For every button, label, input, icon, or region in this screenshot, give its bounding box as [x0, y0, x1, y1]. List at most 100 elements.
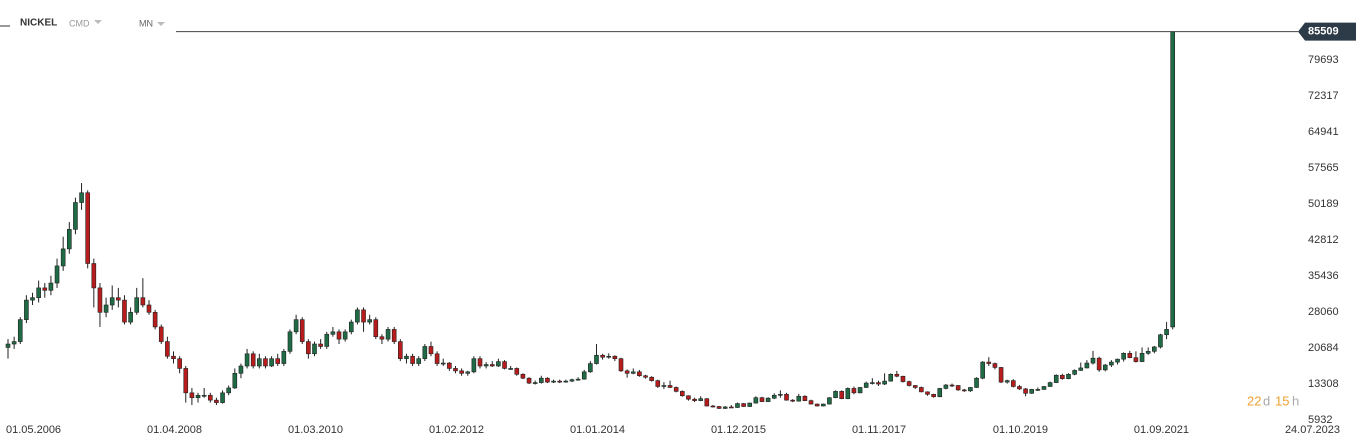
- candle-body: [600, 354, 605, 358]
- candle-body: [618, 358, 624, 372]
- market-dropdown[interactable]: [94, 20, 102, 24]
- candle-body: [42, 287, 48, 291]
- candle-body: [863, 382, 869, 388]
- countdown: 22 d 15 h: [1247, 393, 1299, 408]
- candle-body: [980, 361, 985, 379]
- countdown-days-unit: d: [1263, 393, 1270, 408]
- candle-body: [655, 380, 661, 387]
- interval[interactable]: MN: [139, 18, 153, 28]
- candle-body: [594, 354, 599, 364]
- candle-body: [465, 371, 471, 374]
- candle-body: [140, 297, 146, 306]
- candle-body: [1127, 353, 1133, 358]
- candle-body: [1011, 380, 1016, 387]
- candle-body: [165, 341, 170, 357]
- candle-body: [293, 319, 299, 333]
- candle-body: [336, 331, 342, 340]
- candle-body: [937, 388, 943, 398]
- candle-body: [122, 299, 127, 323]
- candle-body: [214, 399, 219, 403]
- candle-body: [784, 393, 789, 401]
- candle-body: [526, 377, 532, 384]
- x-tick-label: 01.05.2006: [6, 424, 61, 436]
- candle-body: [97, 287, 103, 313]
- candle-body: [109, 297, 115, 306]
- y-tick-label: 20684: [1308, 342, 1339, 354]
- candle-body: [955, 385, 961, 391]
- candle-body: [1158, 334, 1163, 348]
- candle-body: [796, 395, 802, 402]
- candle-body: [1164, 329, 1169, 336]
- x-tick-label: 01.02.2012: [429, 424, 484, 436]
- candle-body: [808, 400, 814, 405]
- candle-body: [759, 397, 765, 402]
- candle-body: [814, 403, 820, 407]
- x-tick-label: 01.04.2008: [147, 424, 202, 436]
- candle-body: [992, 363, 998, 368]
- candle-body: [355, 309, 360, 323]
- candle-body: [912, 385, 918, 388]
- candle-body: [201, 394, 207, 397]
- candle-body: [643, 375, 648, 378]
- candle-body: [60, 248, 66, 267]
- candle-body: [483, 364, 489, 367]
- candle-body: [667, 385, 673, 388]
- candle-body: [152, 312, 158, 328]
- candle-body: [1053, 374, 1059, 383]
- candle-body: [1072, 370, 1077, 375]
- candle-body: [30, 297, 35, 301]
- candle-body: [520, 373, 526, 379]
- candle-body: [637, 371, 642, 377]
- x-tick-label: 01.10.2019: [993, 424, 1048, 436]
- y-tick-label: 28060: [1308, 306, 1339, 318]
- candle-body: [888, 373, 894, 382]
- candle-body: [422, 346, 428, 359]
- candle-body: [263, 358, 268, 367]
- candle-body: [398, 341, 403, 359]
- candle-body: [839, 391, 844, 399]
- candle-body: [24, 299, 29, 320]
- candle-body: [716, 406, 722, 409]
- candle-body: [134, 297, 140, 313]
- candle-body: [1139, 353, 1145, 362]
- candle-body: [103, 304, 109, 313]
- candle-body: [747, 402, 753, 407]
- candle-body: [1035, 389, 1041, 391]
- interval-dropdown[interactable]: [157, 22, 165, 26]
- symbol[interactable]: NICKEL: [20, 18, 57, 29]
- y-tick-label: 5932: [1308, 414, 1332, 426]
- y-tick-label: 64941: [1308, 126, 1339, 138]
- candle-body: [404, 355, 409, 359]
- candle-body: [232, 373, 238, 389]
- candle-body: [416, 358, 422, 364]
- candle-body: [391, 329, 397, 342]
- candle-body: [11, 341, 17, 345]
- candle-body: [1066, 373, 1071, 379]
- market[interactable]: CMD: [69, 18, 90, 28]
- candle-body: [704, 398, 710, 407]
- candle-body: [447, 362, 452, 369]
- candle-body: [827, 397, 832, 405]
- candle-body: [753, 397, 759, 404]
- candle-body: [1090, 357, 1096, 364]
- candle-body: [453, 368, 458, 372]
- candle-body: [73, 202, 78, 230]
- candle-body: [1004, 380, 1010, 383]
- candle-body: [1170, 31, 1175, 328]
- candle-body: [1041, 386, 1047, 390]
- countdown-days: 22: [1247, 393, 1261, 408]
- y-tick-label: 79693: [1308, 54, 1339, 66]
- candle-body: [943, 384, 949, 389]
- candle-body: [79, 192, 84, 203]
- y-tick-label: 42812: [1308, 234, 1339, 246]
- candle-body: [146, 304, 152, 313]
- candle-body: [624, 370, 630, 374]
- candle-body: [612, 355, 618, 359]
- candle-body: [870, 382, 875, 384]
- candle-body: [1017, 386, 1022, 390]
- countdown-hours-unit: h: [1292, 393, 1299, 408]
- candle-body: [428, 346, 434, 355]
- candle-body: [281, 351, 287, 364]
- candle-body: [385, 329, 391, 340]
- candle-body: [722, 406, 728, 409]
